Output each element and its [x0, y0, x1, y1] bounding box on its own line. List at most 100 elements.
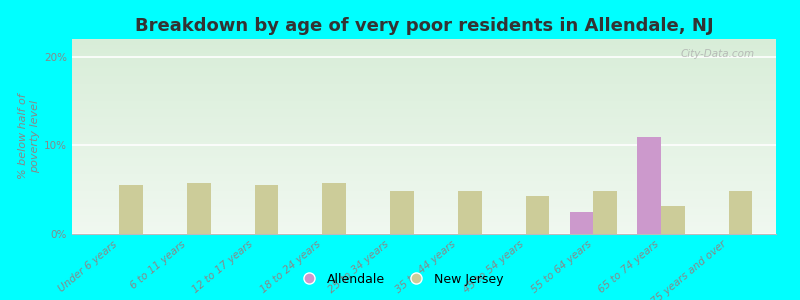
Bar: [72, 43, 776, 45]
Legend: Allendale, New Jersey: Allendale, New Jersey: [292, 268, 508, 291]
Bar: [72, 133, 776, 134]
Bar: [72, 72, 776, 74]
Bar: [72, 193, 776, 195]
Bar: [72, 113, 776, 115]
Bar: [72, 88, 776, 90]
Bar: [72, 103, 776, 105]
Bar: [72, 123, 776, 125]
Bar: [72, 82, 776, 84]
Bar: [72, 70, 776, 72]
Bar: [72, 76, 776, 78]
Bar: [72, 150, 776, 152]
Bar: [72, 127, 776, 129]
Bar: [72, 224, 776, 226]
Bar: [72, 94, 776, 95]
Bar: [72, 134, 776, 136]
Bar: [254, 185, 278, 234]
Bar: [72, 177, 776, 179]
Bar: [72, 197, 776, 199]
Bar: [661, 206, 685, 234]
Bar: [72, 232, 776, 234]
Bar: [72, 98, 776, 100]
Bar: [570, 212, 594, 234]
Bar: [72, 156, 776, 158]
Bar: [72, 111, 776, 113]
Bar: [72, 162, 776, 164]
Bar: [72, 226, 776, 228]
Bar: [72, 136, 776, 138]
Bar: [72, 58, 776, 60]
Bar: [72, 203, 776, 205]
Bar: [72, 142, 776, 144]
Bar: [72, 168, 776, 170]
Bar: [72, 125, 776, 127]
Bar: [72, 129, 776, 131]
Bar: [72, 105, 776, 107]
Bar: [72, 49, 776, 51]
Bar: [72, 55, 776, 56]
Y-axis label: % below half of
poverty level: % below half of poverty level: [18, 94, 40, 179]
Bar: [72, 139, 776, 140]
Bar: [72, 107, 776, 109]
Bar: [72, 217, 776, 218]
Bar: [72, 68, 776, 70]
Bar: [72, 220, 776, 222]
Bar: [72, 84, 776, 86]
Bar: [72, 45, 776, 47]
Bar: [72, 172, 776, 173]
Bar: [322, 183, 346, 234]
Bar: [72, 152, 776, 154]
Bar: [72, 99, 776, 101]
Bar: [72, 131, 776, 133]
Bar: [72, 176, 776, 177]
Bar: [594, 191, 617, 234]
Bar: [72, 66, 776, 68]
Bar: [72, 144, 776, 146]
Bar: [72, 179, 776, 181]
Bar: [72, 228, 776, 230]
Bar: [72, 187, 776, 189]
Bar: [72, 199, 776, 201]
Bar: [72, 86, 776, 88]
Bar: [72, 189, 776, 191]
Bar: [72, 78, 776, 80]
Bar: [72, 173, 776, 175]
Bar: [72, 119, 776, 121]
Bar: [72, 164, 776, 166]
Bar: [72, 39, 776, 41]
Bar: [72, 148, 776, 150]
Bar: [187, 183, 210, 234]
Bar: [72, 201, 776, 203]
Bar: [729, 191, 752, 234]
Bar: [72, 158, 776, 160]
Bar: [458, 191, 482, 234]
Bar: [526, 196, 550, 234]
Bar: [72, 218, 776, 220]
Bar: [72, 115, 776, 117]
Text: City-Data.com: City-Data.com: [681, 49, 755, 59]
Bar: [390, 191, 414, 234]
Bar: [72, 74, 776, 76]
Bar: [72, 230, 776, 232]
Bar: [72, 80, 776, 82]
Bar: [72, 207, 776, 209]
Bar: [72, 195, 776, 197]
Bar: [638, 136, 661, 234]
Bar: [72, 212, 776, 214]
Bar: [72, 209, 776, 211]
Bar: [72, 121, 776, 123]
Bar: [72, 160, 776, 162]
Bar: [72, 51, 776, 53]
Bar: [72, 146, 776, 148]
Bar: [72, 90, 776, 92]
Bar: [72, 56, 776, 58]
Bar: [72, 64, 776, 66]
Bar: [72, 95, 776, 98]
Bar: [72, 53, 776, 55]
Bar: [72, 170, 776, 172]
Bar: [72, 183, 776, 185]
Bar: [72, 185, 776, 187]
Bar: [72, 62, 776, 64]
Bar: [72, 101, 776, 103]
Bar: [72, 47, 776, 49]
